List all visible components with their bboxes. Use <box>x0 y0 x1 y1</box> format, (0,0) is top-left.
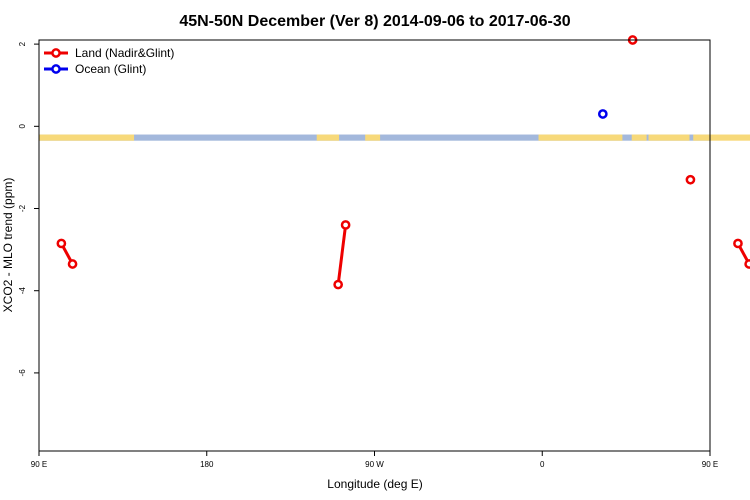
x-tick-label: 90 E <box>31 460 47 469</box>
data-point-land <box>67 259 78 269</box>
data-point-land <box>333 279 344 290</box>
map-land-patch <box>648 134 690 141</box>
x-tick-label: 90 W <box>365 460 384 469</box>
data-point-land <box>340 220 351 230</box>
legend-label-land: Land (Nadir&Glint) <box>75 46 174 60</box>
data-point-land <box>733 238 743 249</box>
x-tick-label: 0 <box>540 460 545 469</box>
y-tick-label: 2 <box>18 41 27 46</box>
x-tick-label: 90 E <box>702 460 718 469</box>
legend-label-ocean: Ocean (Glint) <box>75 62 146 76</box>
map-strip <box>39 134 750 141</box>
map-land-patch <box>693 134 750 141</box>
data-point-land <box>56 238 67 249</box>
series-layer <box>56 35 750 290</box>
y-tick-label: -4 <box>18 287 27 295</box>
map-land-patch <box>538 134 623 141</box>
x-tick-label: 180 <box>200 460 214 469</box>
legend-marker-land <box>51 48 61 58</box>
y-tick-label: 0 <box>18 124 27 129</box>
y-tick-label: -6 <box>18 369 27 377</box>
data-point-land <box>744 259 750 269</box>
data-point-land <box>685 174 696 185</box>
y-axis: 2 0 -2 -4 -6 <box>18 41 39 376</box>
y-tick-label: -2 <box>18 204 27 212</box>
legend-item-land: Land (Nadir&Glint) <box>44 46 174 60</box>
legend: Land (Nadir&Glint) Ocean (Glint) <box>44 46 174 76</box>
y-axis-label: XCO2 - MLO trend (ppm) <box>1 178 15 313</box>
map-land-patch <box>316 134 340 141</box>
data-point-ocean <box>597 109 608 119</box>
map-land-patch <box>365 134 381 141</box>
legend-item-ocean: Ocean (Glint) <box>44 62 146 76</box>
legend-marker-ocean <box>51 64 61 74</box>
chart-title: 45N-50N December (Ver 8) 2014-09-06 to 2… <box>179 13 570 30</box>
map-land-patch <box>39 134 135 141</box>
map-land-patch <box>631 134 647 141</box>
x-axis: 90 E 180 90 W 0 90 E <box>31 451 718 469</box>
series-line-land <box>336 224 348 285</box>
x-axis-label: Longitude (deg E) <box>327 477 422 491</box>
plot-frame <box>38 39 711 452</box>
